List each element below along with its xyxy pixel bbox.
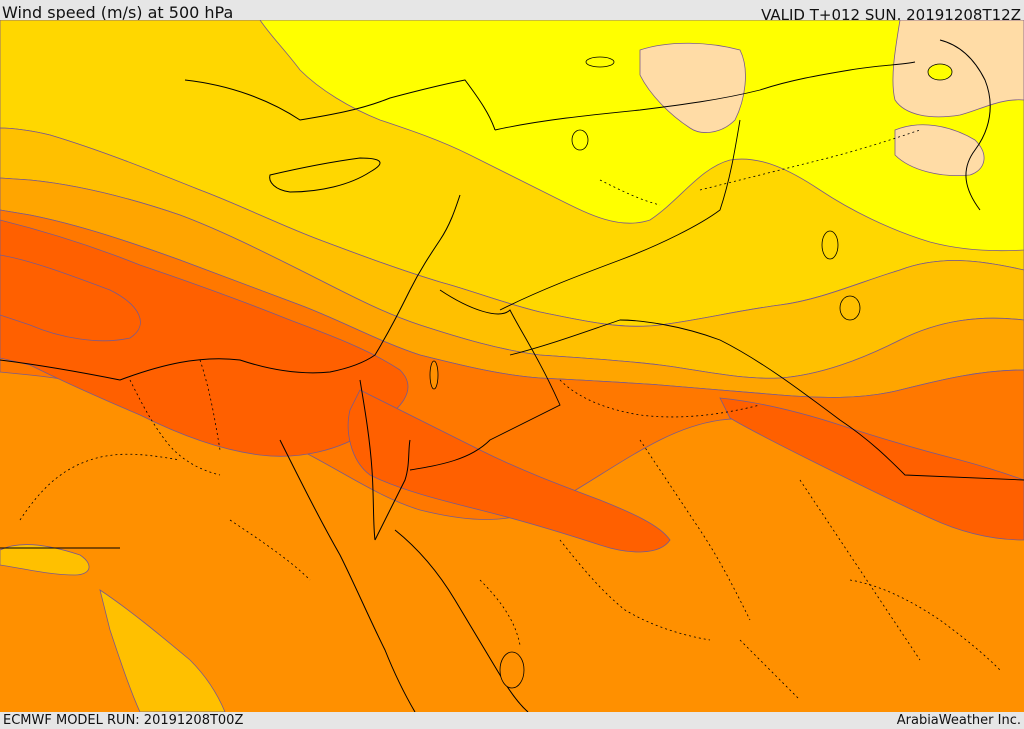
coastline-turkey — [184, 79, 496, 131]
pale-region-3 — [894, 124, 985, 176]
coastline-cyprus — [269, 157, 381, 193]
border-jordan — [409, 289, 561, 471]
border-syria-iraq — [494, 61, 916, 131]
coastline-suez — [359, 379, 376, 541]
gulf-island-2 — [821, 230, 839, 260]
jet-core-center — [347, 389, 671, 553]
coastline-mediterranean — [0, 194, 461, 381]
coastline-aqaba — [374, 439, 411, 541]
pale-region-2 — [892, 20, 1024, 118]
yellow-region — [259, 20, 1024, 252]
amber-patch-sw — [99, 589, 226, 712]
gulf-island — [839, 295, 861, 321]
dead-sea — [429, 360, 439, 390]
footer-bar: ECMWF MODEL RUN: 20191208T00Z ArabiaWeat… — [0, 712, 1024, 729]
credit-label: ArabiaWeather Inc. — [896, 713, 1021, 728]
amber-patch-small — [0, 544, 90, 576]
model-run-label: ECMWF MODEL RUN: 20191208T00Z — [3, 713, 244, 728]
lake-urmia — [571, 129, 589, 151]
red-sea-island — [499, 651, 525, 689]
valid-time-label: VALID T+012 SUN. 20191208T12Z — [761, 6, 1021, 24]
island-east — [927, 63, 953, 81]
dotted-admin-borders — [19, 129, 1001, 701]
border-iraq-saudi — [499, 119, 741, 311]
jet-core-east — [719, 397, 1024, 541]
lake-van — [585, 56, 615, 68]
header-bar: Wind speed (m/s) at 500 hPa VALID T+012 … — [0, 0, 1024, 24]
coastline-redsea-east — [394, 529, 529, 712]
wind-speed-map — [0, 20, 1024, 712]
pale-region-1 — [639, 42, 746, 133]
border-jordan-saudi — [509, 319, 1024, 481]
jet-core-patch — [0, 254, 141, 342]
jet-core-west — [0, 219, 409, 457]
coastline-redsea-west — [279, 439, 416, 712]
map-canvas — [0, 20, 1024, 712]
map-title: Wind speed (m/s) at 500 hPa — [2, 3, 234, 22]
coastline-caspian-edge — [939, 39, 991, 211]
